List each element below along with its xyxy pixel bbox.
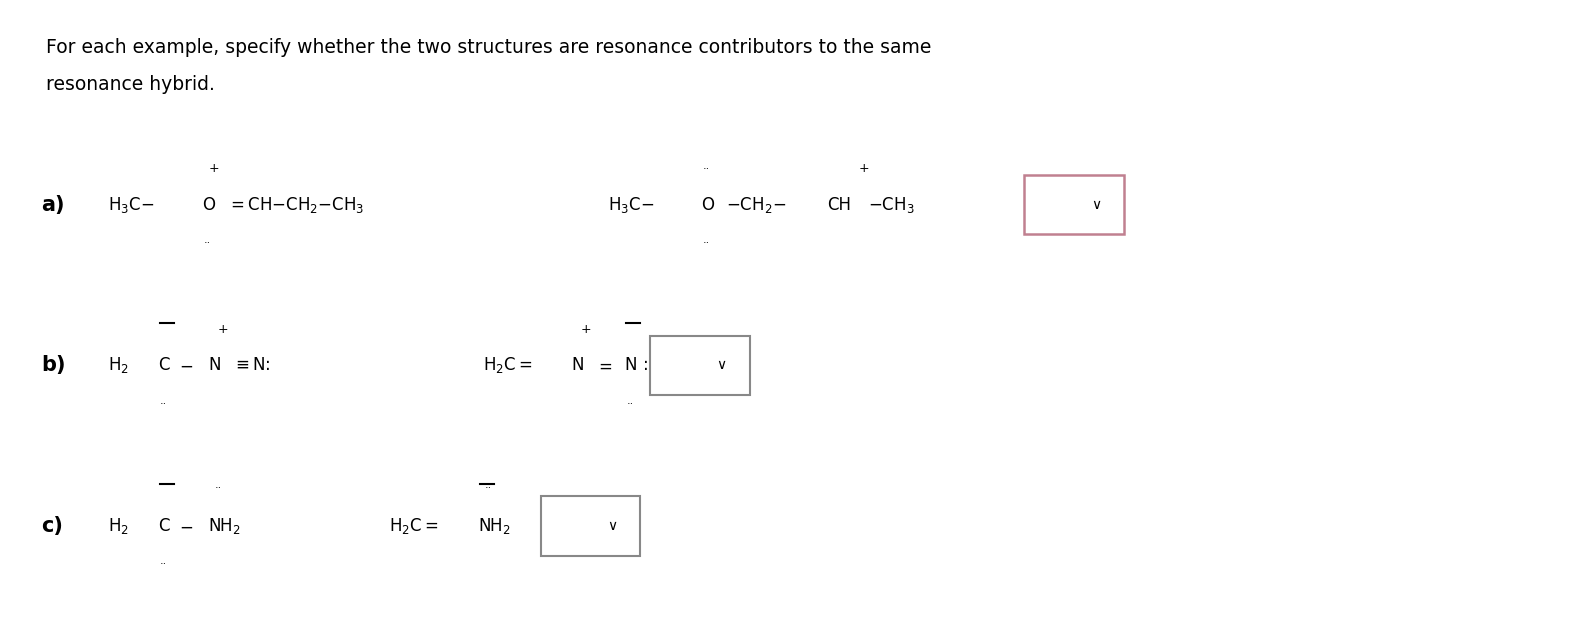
- Text: a): a): [41, 195, 65, 215]
- Text: NH$_2$: NH$_2$: [478, 516, 512, 536]
- Text: ··: ··: [702, 164, 710, 174]
- Text: H$_2$C$=$: H$_2$C$=$: [483, 355, 532, 375]
- Text: :: :: [644, 356, 648, 374]
- Text: resonance hybrid.: resonance hybrid.: [46, 75, 214, 94]
- Text: $=$: $=$: [595, 356, 612, 374]
- Text: c): c): [41, 516, 63, 536]
- Text: H$_2$: H$_2$: [109, 355, 129, 375]
- Text: $-$CH$_3$: $-$CH$_3$: [869, 195, 914, 215]
- Text: ··: ··: [214, 483, 222, 493]
- Text: O: O: [201, 196, 216, 214]
- Text: ··: ··: [161, 559, 167, 569]
- Text: b): b): [41, 355, 66, 375]
- Text: $=$CH$-$CH$_2$$-$CH$_3$: $=$CH$-$CH$_2$$-$CH$_3$: [227, 195, 364, 215]
- Text: ··: ··: [702, 238, 710, 248]
- FancyBboxPatch shape: [650, 336, 749, 395]
- Text: H$_3$C$-$: H$_3$C$-$: [608, 195, 653, 215]
- Text: $-$: $-$: [178, 517, 192, 535]
- Text: N: N: [208, 356, 220, 374]
- Text: H$_3$C$-$: H$_3$C$-$: [109, 195, 154, 215]
- Text: +: +: [217, 323, 228, 336]
- Text: ∨: ∨: [608, 519, 617, 533]
- Text: N: N: [625, 356, 637, 374]
- Text: +: +: [859, 162, 869, 176]
- FancyBboxPatch shape: [1025, 175, 1124, 234]
- Text: +: +: [208, 162, 219, 176]
- Text: $\equiv$N:: $\equiv$N:: [231, 356, 271, 374]
- Text: H$_2$C$=$: H$_2$C$=$: [389, 516, 439, 536]
- Text: H$_2$: H$_2$: [109, 516, 129, 536]
- Text: ··: ··: [161, 399, 167, 409]
- Text: O: O: [700, 196, 715, 214]
- Text: ··: ··: [626, 399, 634, 409]
- Text: C: C: [159, 517, 170, 535]
- Text: $-$: $-$: [178, 356, 192, 374]
- Text: +: +: [581, 323, 592, 336]
- Text: $-$CH$_2$$-$: $-$CH$_2$$-$: [726, 195, 787, 215]
- Text: For each example, specify whether the two structures are resonance contributors : For each example, specify whether the tw…: [46, 38, 932, 57]
- Text: C: C: [159, 356, 170, 374]
- Text: ∨: ∨: [716, 358, 727, 372]
- Text: ··: ··: [485, 483, 491, 493]
- Text: ··: ··: [203, 238, 211, 248]
- Text: NH$_2$: NH$_2$: [208, 516, 241, 536]
- Text: CH: CH: [828, 196, 852, 214]
- Text: ∨: ∨: [1091, 198, 1100, 212]
- FancyBboxPatch shape: [540, 497, 641, 556]
- Text: N: N: [571, 356, 584, 374]
